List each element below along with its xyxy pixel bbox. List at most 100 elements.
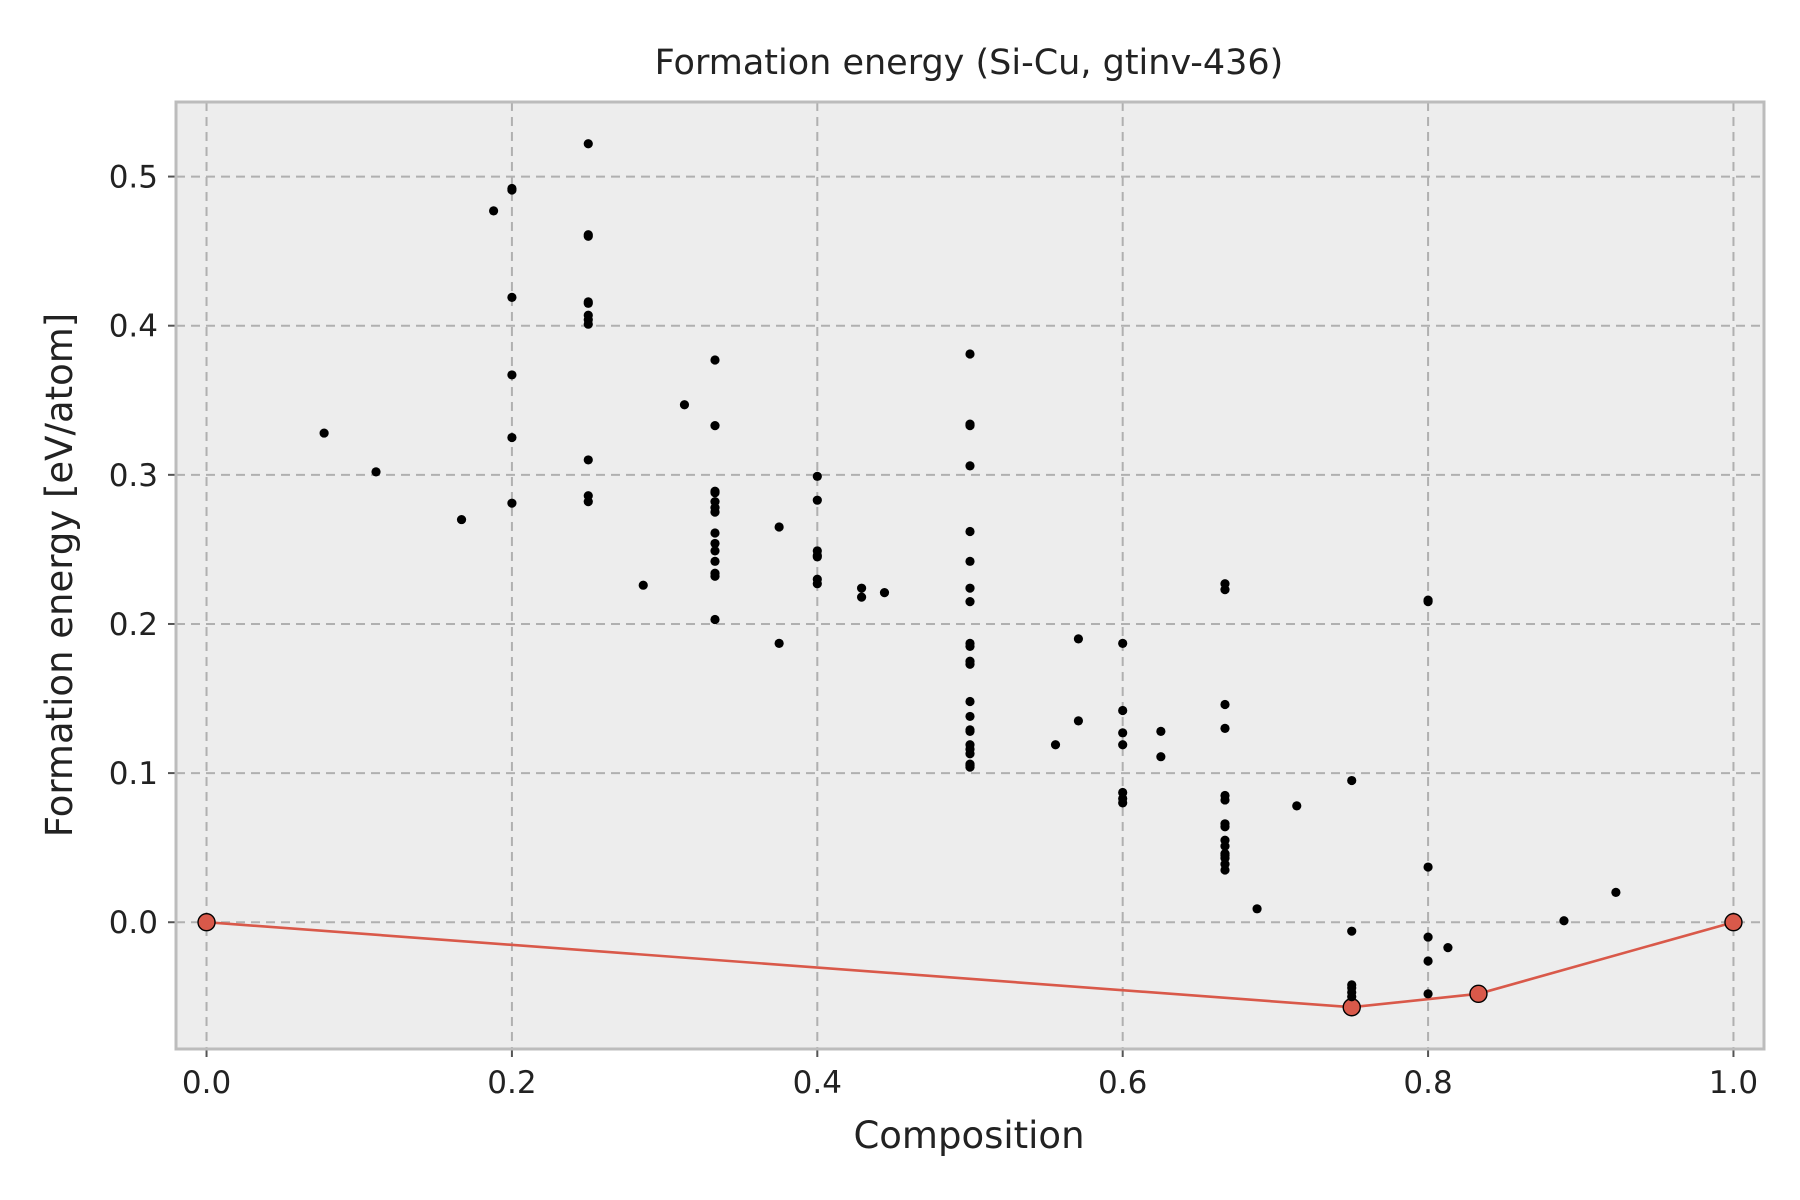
data-point — [812, 552, 822, 562]
y-tick-label: 0.3 — [109, 458, 158, 494]
hull-point — [197, 913, 216, 932]
data-point — [965, 583, 975, 593]
data-point — [710, 571, 720, 581]
y-tick-label: 0.0 — [109, 905, 158, 941]
data-point — [1220, 723, 1230, 733]
data-point — [371, 467, 381, 477]
data-point — [1423, 596, 1433, 607]
data-point — [679, 400, 690, 410]
data-point — [965, 526, 975, 537]
data-point — [774, 638, 784, 648]
data-point — [965, 421, 975, 431]
data-point — [1220, 699, 1230, 710]
data-point — [1220, 841, 1230, 851]
data-point — [879, 588, 890, 598]
data-point — [710, 488, 720, 498]
data-point — [1073, 634, 1084, 644]
plot-frame — [174, 100, 1766, 1051]
data-point — [965, 556, 975, 566]
scatter-points — [319, 139, 1621, 1002]
data-point — [1220, 795, 1230, 805]
x-tick-label: 1.0 — [1709, 1065, 1758, 1101]
hull-line — [206, 920, 1734, 1009]
data-point — [456, 514, 467, 525]
data-point — [1220, 585, 1230, 595]
data-point — [583, 455, 593, 465]
data-point — [1118, 728, 1128, 738]
data-point — [507, 498, 517, 508]
data-point — [965, 641, 975, 651]
data-point — [1156, 752, 1166, 762]
data-point — [1423, 956, 1433, 966]
data-point — [1050, 740, 1061, 750]
data-point — [507, 185, 517, 195]
y-tick-label: 0.5 — [109, 160, 158, 196]
x-tick-label: 0.6 — [1098, 1065, 1147, 1101]
data-point — [1156, 726, 1166, 736]
x-tick-label: 0.8 — [1403, 1065, 1452, 1101]
data-point — [1118, 740, 1128, 750]
data-point — [489, 206, 499, 216]
data-point — [1347, 775, 1357, 786]
data-point — [710, 556, 720, 566]
x-tick-label: 0.2 — [487, 1065, 536, 1101]
grid-lines — [176, 102, 1764, 1049]
data-point — [965, 726, 975, 736]
data-point — [1220, 850, 1230, 860]
data-point — [856, 592, 867, 602]
data-point — [583, 231, 593, 241]
data-point — [507, 432, 517, 443]
convex-hull-series — [197, 913, 1743, 1017]
data-point — [710, 355, 720, 365]
x-axis-label: Composition — [853, 1114, 1084, 1157]
y-tick-label: 0.1 — [109, 756, 158, 792]
data-point — [965, 659, 975, 669]
data-point — [965, 461, 975, 471]
plot-area — [176, 102, 1764, 1049]
data-point — [710, 538, 720, 549]
hull-point — [1469, 984, 1488, 1004]
data-point — [710, 528, 720, 538]
data-point — [583, 497, 593, 507]
data-point — [965, 749, 975, 759]
data-point — [1220, 822, 1230, 832]
data-point — [965, 711, 975, 722]
data-point — [1443, 942, 1453, 953]
data-point — [1559, 916, 1569, 926]
data-point — [1292, 801, 1302, 811]
data-point — [856, 583, 867, 593]
data-point — [507, 370, 517, 380]
data-point — [710, 421, 720, 431]
hull-point — [1724, 913, 1743, 932]
data-point — [1073, 716, 1084, 726]
data-point — [507, 292, 517, 302]
data-point — [583, 298, 593, 308]
x-tick-label: 0.0 — [182, 1065, 231, 1101]
data-point — [965, 696, 975, 707]
data-point — [1423, 862, 1433, 872]
data-point — [812, 579, 822, 589]
data-point — [774, 522, 784, 532]
chart-title: Formation energy (Si-Cu, gtinv-436) — [655, 43, 1284, 83]
data-point — [710, 546, 720, 556]
data-point — [812, 495, 822, 505]
y-axis-label: Formation energy [eV/atom] — [38, 313, 81, 837]
y-tick-label: 0.4 — [109, 309, 158, 345]
data-point — [1347, 926, 1357, 936]
data-point — [710, 507, 720, 517]
data-point — [965, 349, 975, 359]
data-point — [583, 139, 593, 149]
data-point — [812, 471, 822, 481]
data-point — [710, 614, 720, 625]
axis-ticks: 0.0 0.2 0.4 0.6 0.8 1.0 0.0 0.1 0.2 0.3 0.4 0.5 — [109, 160, 1758, 1101]
data-point — [1118, 705, 1128, 716]
data-point — [965, 761, 975, 771]
data-point — [1347, 992, 1357, 1002]
data-point — [319, 428, 329, 438]
data-point — [965, 596, 975, 607]
data-point — [1118, 638, 1128, 648]
data-point — [1423, 932, 1433, 942]
data-point — [583, 319, 593, 329]
y-tick-label: 0.2 — [109, 607, 158, 643]
